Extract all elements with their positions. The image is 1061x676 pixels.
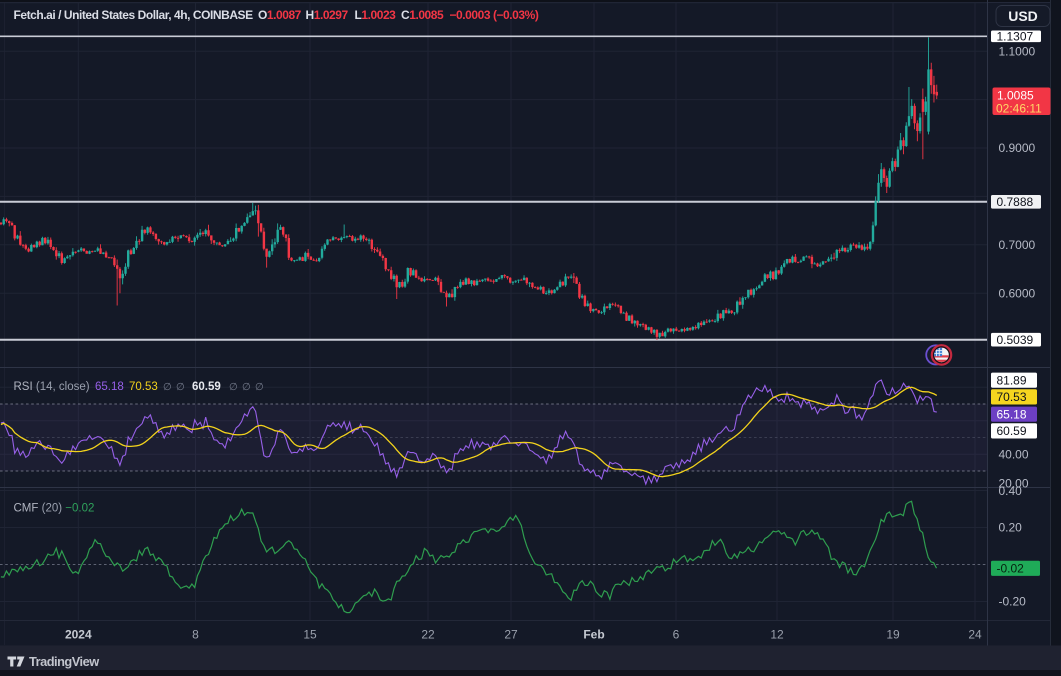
svg-text:19: 19: [886, 628, 900, 642]
svg-text:0.20: 0.20: [999, 521, 1023, 535]
svg-text:1.0085: 1.0085: [997, 89, 1034, 103]
svg-text:0.6000: 0.6000: [999, 286, 1036, 300]
svg-text:0.9000: 0.9000: [999, 141, 1036, 155]
svg-text:Feb: Feb: [583, 628, 604, 642]
svg-text:6: 6: [673, 628, 680, 642]
svg-text:USD: USD: [1008, 8, 1038, 24]
svg-text:-0.20: -0.20: [999, 595, 1027, 609]
svg-text:02:46:11: 02:46:11: [996, 101, 1042, 115]
svg-text:20.00: 20.00: [999, 477, 1029, 491]
svg-text:1.1307: 1.1307: [997, 30, 1034, 44]
svg-text:0.7888: 0.7888: [997, 195, 1034, 209]
svg-text:81.89: 81.89: [997, 373, 1027, 387]
svg-text:TradingView: TradingView: [29, 654, 99, 669]
svg-text:8: 8: [192, 628, 199, 642]
svg-text:-0.02: -0.02: [997, 562, 1025, 576]
svg-text:1.1000: 1.1000: [999, 44, 1036, 58]
svg-text:60.59: 60.59: [997, 424, 1027, 438]
svg-text:40.00: 40.00: [999, 447, 1029, 461]
svg-text:27: 27: [504, 628, 518, 642]
svg-text:24: 24: [968, 628, 982, 642]
svg-text:Fetch.ai / United States Dolla: Fetch.ai / United States Dollar, 4h, COI…: [14, 8, 539, 22]
svg-text:65.18: 65.18: [997, 407, 1027, 421]
svg-text:15: 15: [303, 628, 317, 642]
svg-text:0.5039: 0.5039: [997, 333, 1034, 347]
svg-text:CMF (20) −0.02: CMF (20) −0.02: [14, 503, 95, 515]
svg-text:12: 12: [770, 628, 784, 642]
svg-text:0.7000: 0.7000: [999, 238, 1036, 252]
svg-text:22: 22: [421, 628, 435, 642]
svg-text:0.40: 0.40: [999, 484, 1023, 498]
svg-text:70.53: 70.53: [997, 390, 1027, 404]
svg-text:2024: 2024: [65, 628, 92, 642]
